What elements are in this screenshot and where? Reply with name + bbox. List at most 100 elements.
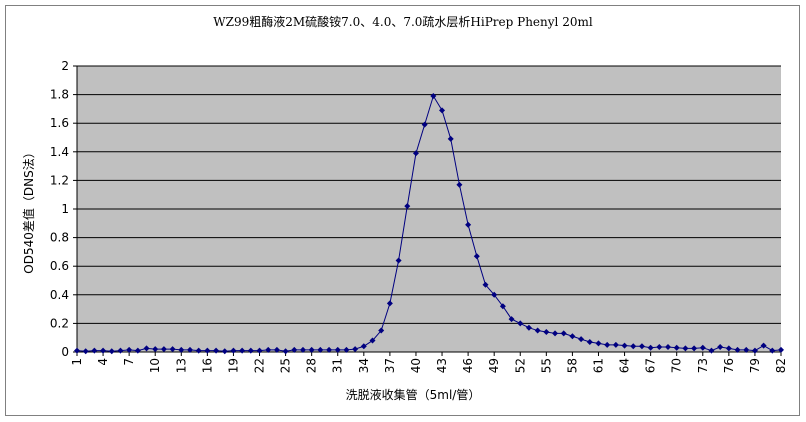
x-tick-label: 43 <box>435 358 449 373</box>
data-point <box>699 344 706 351</box>
data-point <box>751 347 758 354</box>
data-point <box>239 347 246 354</box>
x-tick-label: 58 <box>565 358 579 373</box>
data-point <box>126 346 133 353</box>
data-point <box>74 347 80 354</box>
data-point <box>525 324 532 331</box>
y-tick-label: 0.2 <box>50 316 69 330</box>
x-axis-label: 洗脱液收集管（5ml/管） <box>346 387 481 402</box>
data-point <box>517 320 524 327</box>
x-tick-label: 73 <box>696 358 710 373</box>
x-tick-label: 82 <box>774 358 788 373</box>
data-point <box>160 346 167 353</box>
data-point <box>386 300 393 307</box>
x-tick-label: 76 <box>722 358 736 373</box>
y-tick-label: 1.8 <box>50 88 69 102</box>
x-tick-label: 13 <box>174 358 188 373</box>
data-point <box>734 346 741 353</box>
data-point <box>412 150 419 157</box>
data-point <box>534 327 541 334</box>
data-point <box>717 343 724 350</box>
y-tick-label: 1 <box>61 202 69 216</box>
data-point <box>760 342 767 349</box>
data-point <box>360 343 367 350</box>
x-tick-label: 79 <box>748 358 762 373</box>
data-point <box>569 333 576 340</box>
data-point <box>273 346 280 353</box>
data-point <box>621 342 628 349</box>
data-point <box>395 257 402 264</box>
data-point <box>499 303 506 310</box>
data-point <box>473 253 480 260</box>
x-tick-label: 1 <box>70 358 84 366</box>
data-point <box>456 181 463 188</box>
y-tick-label: 1.4 <box>50 145 69 159</box>
data-point <box>221 348 228 355</box>
x-tick-label: 22 <box>253 358 267 373</box>
data-point <box>352 346 359 353</box>
data-point <box>256 347 263 354</box>
data-point <box>91 347 98 354</box>
data-point <box>369 337 376 344</box>
y-tick-label: 2 <box>61 59 69 73</box>
data-point <box>708 347 715 354</box>
data-point <box>673 344 680 351</box>
data-point <box>213 347 220 354</box>
data-point <box>186 346 193 353</box>
data-point <box>265 346 272 353</box>
data-point <box>404 203 411 210</box>
data-point <box>769 347 776 354</box>
data-point <box>82 348 89 355</box>
x-tick-label: 31 <box>331 358 345 373</box>
data-point <box>586 338 593 345</box>
x-tick-label: 34 <box>357 358 371 373</box>
x-tick-label: 64 <box>618 358 632 373</box>
data-point <box>178 346 185 353</box>
data-point <box>326 346 333 353</box>
x-tick-label: 4 <box>96 358 110 366</box>
y-tick-label: 0.8 <box>50 231 69 245</box>
data-point <box>204 347 211 354</box>
data-point <box>465 221 472 228</box>
data-point <box>108 348 115 355</box>
data-point <box>638 343 645 350</box>
data-point <box>552 330 559 337</box>
x-tick-label: 67 <box>644 358 658 373</box>
data-point <box>778 346 784 353</box>
data-point <box>317 346 324 353</box>
y-tick-label: 0.4 <box>50 288 69 302</box>
data-point <box>152 346 159 353</box>
data-point <box>560 330 567 337</box>
data-point <box>665 343 672 350</box>
data-point <box>334 346 341 353</box>
y-tick-label: 1.6 <box>50 116 69 130</box>
data-point <box>343 346 350 353</box>
data-point <box>612 341 619 348</box>
x-tick-label: 40 <box>409 358 423 373</box>
data-point <box>100 347 107 354</box>
x-tick-label: 28 <box>305 358 319 373</box>
y-tick-label: 0.6 <box>50 259 69 273</box>
y-tick-label: 1.2 <box>50 173 69 187</box>
data-point <box>169 346 176 353</box>
data-point <box>195 347 202 354</box>
x-tick-label: 25 <box>279 358 293 373</box>
data-point <box>143 345 150 352</box>
data-point <box>725 345 732 352</box>
data-point <box>439 107 446 114</box>
chart-title: WZ99粗酶液2M硫酸铵7.0、4.0、7.0疏水层析HiPrep Phenyl… <box>213 14 593 29</box>
data-point <box>595 340 602 347</box>
data-point <box>682 345 689 352</box>
y-axis-label: OD540差值（DNS法） <box>21 146 36 273</box>
data-line <box>76 94 782 352</box>
data-point <box>543 328 550 335</box>
x-tick-label: 16 <box>200 358 214 373</box>
data-point <box>230 347 237 354</box>
data-point <box>430 93 437 100</box>
data-point <box>743 346 750 353</box>
data-point <box>578 336 585 343</box>
x-tick-label: 49 <box>487 358 501 373</box>
x-tick-label: 70 <box>670 358 684 373</box>
